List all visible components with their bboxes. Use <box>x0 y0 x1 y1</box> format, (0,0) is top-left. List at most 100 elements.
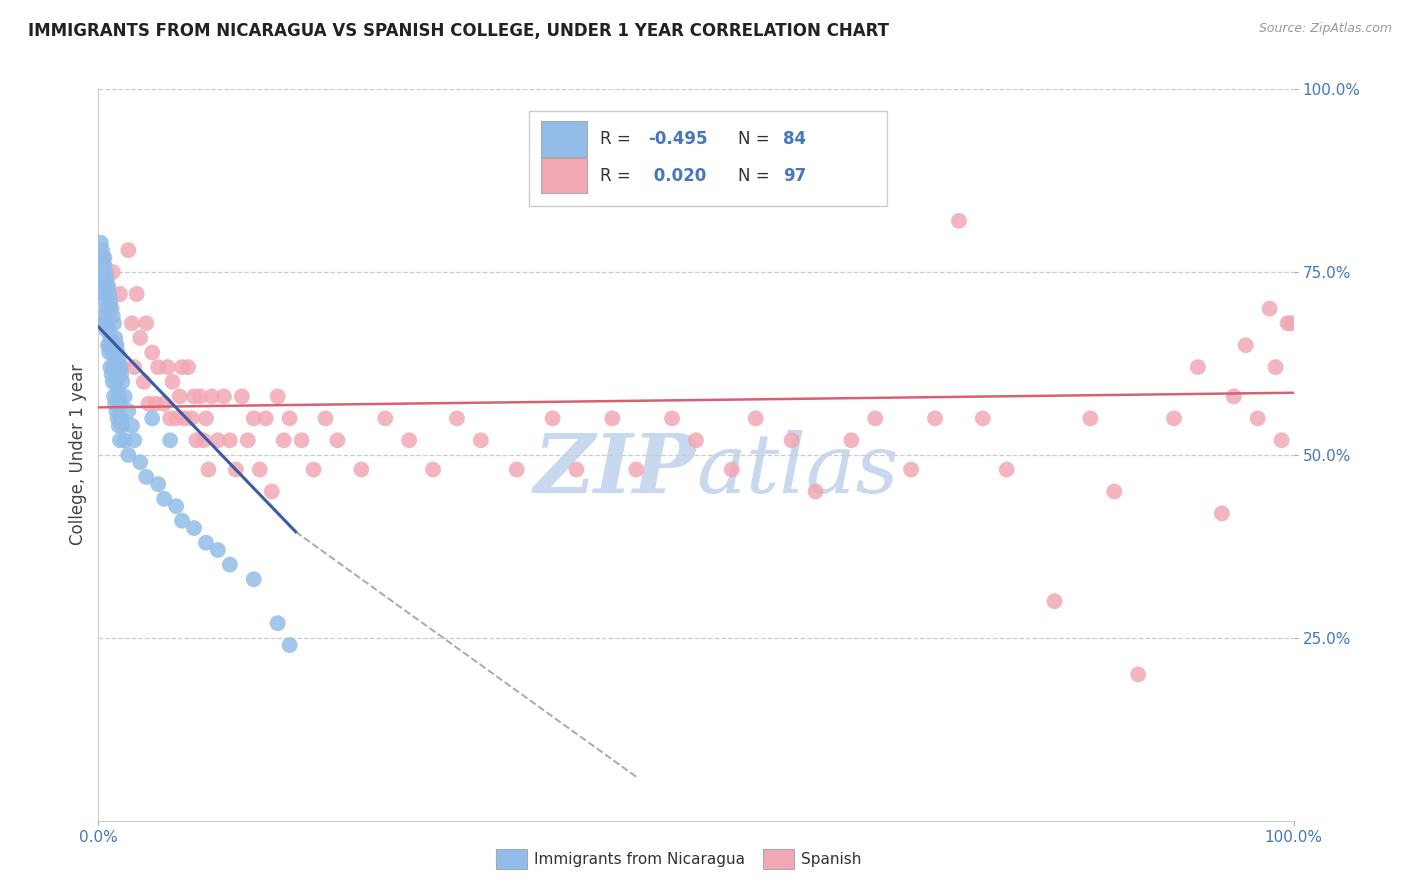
Point <box>1102 484 1125 499</box>
Point <box>97 309 120 323</box>
Point <box>721 462 744 476</box>
Point <box>350 462 373 476</box>
Point <box>148 360 170 375</box>
Point <box>145 397 167 411</box>
Point <box>105 375 128 389</box>
Text: 84: 84 <box>783 130 806 148</box>
Point <box>90 235 112 250</box>
Point <box>96 316 118 330</box>
Point <box>446 411 468 425</box>
Point <box>110 411 132 425</box>
Point <box>90 258 112 272</box>
Point <box>110 368 132 382</box>
Point <box>173 411 195 425</box>
Point <box>93 287 115 301</box>
Point <box>1279 316 1302 330</box>
Point <box>1258 301 1281 316</box>
Point <box>1264 360 1286 375</box>
Point <box>121 316 143 330</box>
Point <box>219 558 242 572</box>
Point <box>129 331 152 345</box>
Point <box>194 535 217 549</box>
Point <box>193 434 215 448</box>
Point <box>101 375 124 389</box>
Point <box>315 411 337 425</box>
Point <box>249 462 271 476</box>
Point <box>125 287 148 301</box>
FancyBboxPatch shape <box>529 112 887 206</box>
Point <box>93 258 115 272</box>
Point <box>398 434 420 448</box>
Point <box>107 411 129 425</box>
Point <box>129 455 152 469</box>
Text: ZIP: ZIP <box>533 430 696 509</box>
Point <box>243 572 266 586</box>
Point <box>188 389 211 403</box>
Point <box>111 375 134 389</box>
Point <box>135 470 157 484</box>
Point <box>94 287 117 301</box>
Point <box>117 404 139 418</box>
Point <box>172 514 194 528</box>
Point <box>105 338 128 352</box>
Point <box>1234 338 1257 352</box>
Point <box>93 251 115 265</box>
Point <box>153 491 176 506</box>
Point <box>98 338 121 352</box>
Point <box>101 345 124 359</box>
FancyBboxPatch shape <box>540 158 588 194</box>
Point <box>108 397 131 411</box>
Point <box>302 462 325 476</box>
Point <box>900 462 922 476</box>
Point <box>114 434 136 448</box>
Point <box>273 434 295 448</box>
Point <box>104 397 127 411</box>
Point <box>135 316 157 330</box>
Point <box>290 434 312 448</box>
Point <box>97 338 120 352</box>
Point <box>114 389 136 403</box>
Point <box>101 265 124 279</box>
Point <box>1043 594 1066 608</box>
Point <box>98 324 121 338</box>
Point <box>104 331 127 345</box>
Point <box>183 521 205 535</box>
Point <box>565 462 588 476</box>
Point <box>1128 667 1150 681</box>
Point <box>108 434 131 448</box>
Point <box>780 434 803 448</box>
Point <box>506 462 529 476</box>
Point <box>839 434 862 448</box>
Point <box>1163 411 1185 425</box>
Point <box>624 462 647 476</box>
Point <box>156 360 179 375</box>
Point <box>278 638 301 652</box>
Point <box>165 411 187 425</box>
Point <box>124 434 146 448</box>
Text: IMMIGRANTS FROM NICARAGUA VS SPANISH COLLEGE, UNDER 1 YEAR CORRELATION CHART: IMMIGRANTS FROM NICARAGUA VS SPANISH COL… <box>28 22 889 40</box>
Point <box>107 345 129 359</box>
Point <box>194 411 217 425</box>
Point <box>111 360 134 375</box>
Point <box>207 543 229 558</box>
Point <box>138 397 160 411</box>
Point <box>104 368 127 382</box>
Point <box>180 411 202 425</box>
Point <box>107 352 129 367</box>
Point <box>91 243 114 257</box>
Point <box>804 484 827 499</box>
Point <box>177 360 200 375</box>
Text: R =: R = <box>600 130 637 148</box>
Point <box>96 272 118 286</box>
Point <box>141 345 163 359</box>
Text: Source: ZipAtlas.com: Source: ZipAtlas.com <box>1258 22 1392 36</box>
Point <box>470 434 492 448</box>
Point <box>219 434 242 448</box>
Point <box>1277 316 1299 330</box>
Point <box>225 462 247 476</box>
Point <box>98 301 122 316</box>
Point <box>186 434 208 448</box>
Point <box>94 294 117 309</box>
Point <box>96 301 118 316</box>
Point <box>212 389 235 403</box>
